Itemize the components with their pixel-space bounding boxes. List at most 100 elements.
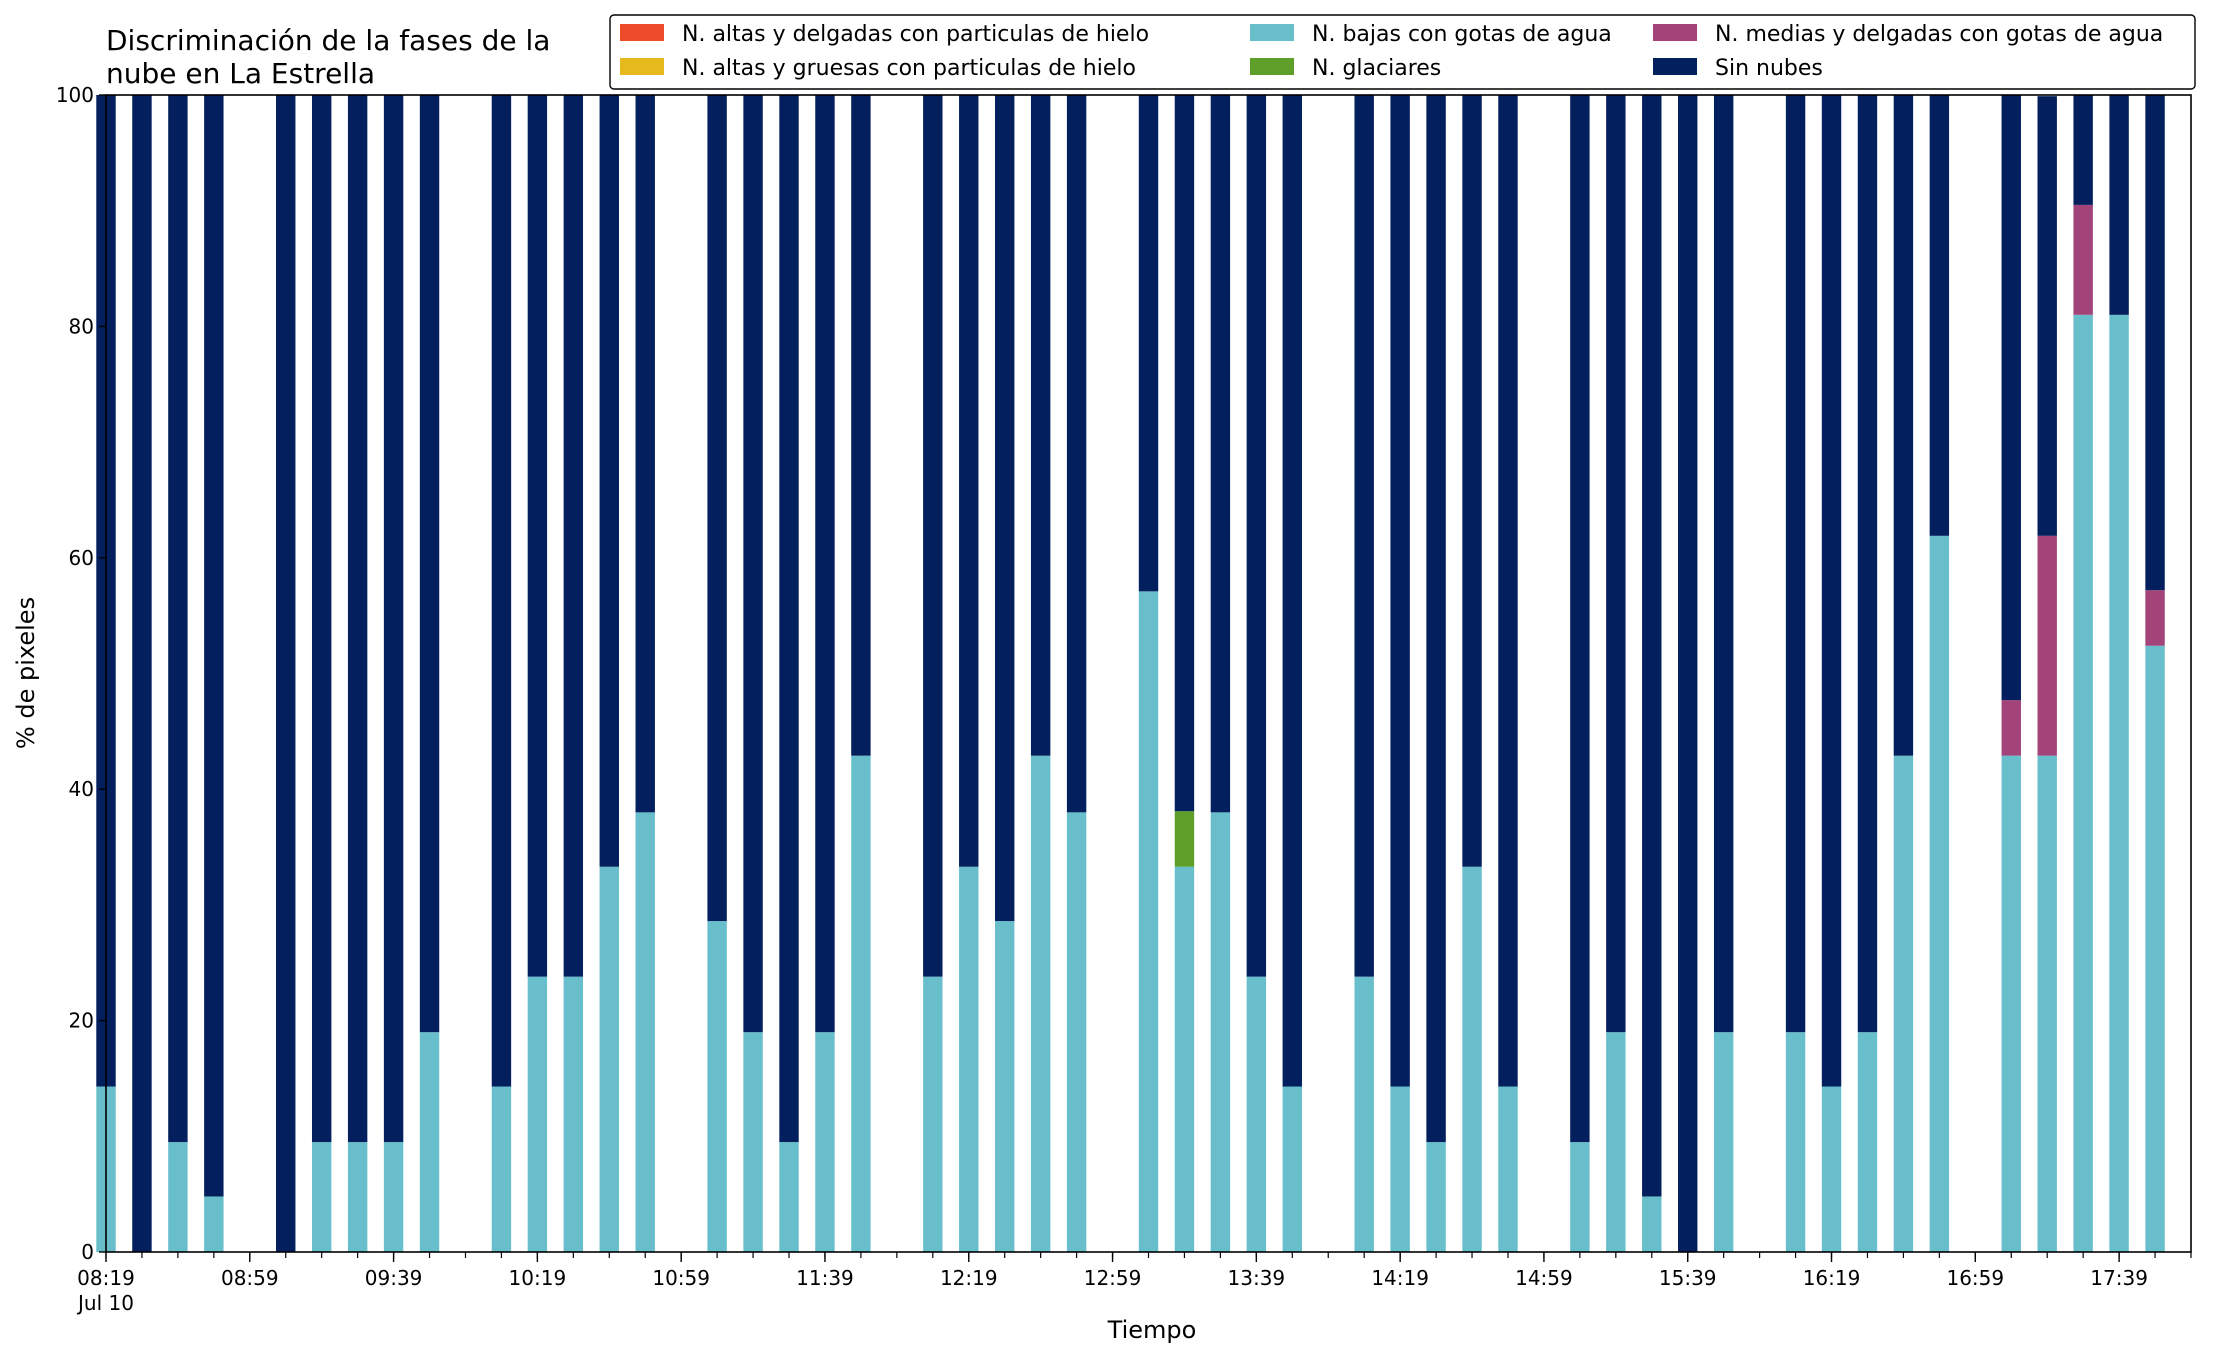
bar-segment-sin-nubes xyxy=(1498,95,1518,1087)
bar-segment-sin-nubes xyxy=(2145,95,2165,591)
bar-segment-bajas xyxy=(707,921,727,1252)
bar-segment-bajas xyxy=(491,1086,512,1252)
bar-segment-sin-nubes xyxy=(1785,95,1806,1033)
bar-segment-bajas xyxy=(168,1142,188,1252)
legend-swatch-medias xyxy=(1653,24,1697,41)
bar-segment-bajas xyxy=(1282,1086,1302,1252)
x-tick-label: 10:19 xyxy=(509,1266,567,1290)
bar-segment-sin-nubes xyxy=(1426,95,1446,1143)
bar-segment-bajas xyxy=(1713,1032,1734,1252)
legend-swatch-altas-delgadas xyxy=(620,24,664,41)
legend-label: N. bajas con gotas de agua xyxy=(1312,22,1612,47)
bar-segment-sin-nubes xyxy=(1282,95,1302,1087)
bar-segment-bajas xyxy=(2109,314,2129,1253)
legend-label: N. medias y delgadas con gotas de agua xyxy=(1715,22,2163,47)
legend-swatch-altas-gruesas xyxy=(620,58,664,75)
bar-segment-sin-nubes xyxy=(563,95,584,977)
bar-segment-medias xyxy=(2073,204,2093,315)
bar-segment-bajas xyxy=(1138,591,1159,1252)
bar-segment-sin-nubes xyxy=(168,95,188,1143)
bar-segment-bajas xyxy=(959,866,979,1252)
bar-segment-bajas xyxy=(779,1142,799,1252)
legend-swatch-sin-nubes xyxy=(1653,58,1697,75)
legend-label: N. glaciares xyxy=(1312,56,1441,81)
bar-segment-bajas xyxy=(1498,1086,1518,1252)
bar-segment-sin-nubes xyxy=(2037,96,2057,536)
bar-segment-sin-nubes xyxy=(1210,95,1231,813)
bar-segment-sin-nubes xyxy=(132,95,152,1252)
x-tick-label: 17:39 xyxy=(2090,1266,2148,1290)
x-tick-label: 16:59 xyxy=(1946,1266,2004,1290)
bar-segment-sin-nubes xyxy=(347,95,368,1143)
bar-segment-bajas xyxy=(1785,1032,1806,1252)
y-tick-label: 0 xyxy=(81,1240,94,1264)
bar-segment-bajas xyxy=(2073,314,2093,1253)
bar-segment-sin-nubes xyxy=(815,95,835,1033)
x-tick-label: 14:59 xyxy=(1515,1266,1573,1290)
x-tick-date-label: Jul 10 xyxy=(76,1291,134,1315)
legend: N. altas y delgadas con particulas de hi… xyxy=(609,14,2196,90)
x-tick-label: 16:19 xyxy=(1803,1266,1861,1290)
x-tick-label: 14:19 xyxy=(1371,1266,1429,1290)
bar-segment-sin-nubes xyxy=(1066,95,1087,813)
bar-segment-bajas xyxy=(1462,866,1482,1252)
bar-segment-medias xyxy=(2037,535,2057,756)
bar-segment-sin-nubes xyxy=(2001,95,2021,701)
bar-segment-bajas xyxy=(1893,755,1914,1252)
bar-segment-bajas xyxy=(204,1196,224,1252)
x-tick-label: 09:39 xyxy=(365,1266,423,1290)
bar-segment-sin-nubes xyxy=(743,95,763,1033)
bar-segment-sin-nubes xyxy=(1713,95,1734,1033)
bar-segment-bajas xyxy=(383,1142,404,1252)
bar-segment-bajas xyxy=(743,1032,763,1252)
bar-segment-sin-nubes xyxy=(311,95,332,1143)
bar-segment-bajas xyxy=(1426,1142,1446,1252)
bar-segment-bajas xyxy=(1066,812,1087,1252)
bar-segment-sin-nubes xyxy=(1642,95,1662,1197)
y-tick-label: 20 xyxy=(69,1009,94,1033)
bar-segment-glaciares xyxy=(1174,811,1195,867)
bar-segment-sin-nubes xyxy=(1030,95,1051,756)
bar-segment-bajas xyxy=(563,976,584,1252)
bar-segment-bajas xyxy=(2037,755,2057,1252)
bar-segment-sin-nubes xyxy=(707,95,727,922)
bar-segment-sin-nubes xyxy=(383,95,404,1143)
legend-box xyxy=(609,14,2196,90)
bar-segment-bajas xyxy=(1821,1086,1842,1252)
x-tick-label: 12:59 xyxy=(1084,1266,1142,1290)
bar-segment-bajas xyxy=(1246,976,1267,1252)
bar-segment-bajas xyxy=(923,976,943,1252)
y-tick-label: 100 xyxy=(56,83,94,107)
x-tick-label: 12:19 xyxy=(940,1266,998,1290)
bar-segment-sin-nubes xyxy=(1678,95,1698,1252)
bar-segment-sin-nubes xyxy=(635,95,655,813)
bar-segment-sin-nubes xyxy=(2073,95,2093,205)
bar-segment-sin-nubes xyxy=(1821,95,1842,1087)
bar-segment-sin-nubes xyxy=(1929,95,1950,536)
bar-segment-bajas xyxy=(1606,1032,1626,1252)
bar-segment-bajas xyxy=(2001,755,2021,1252)
bar-segment-sin-nubes xyxy=(1893,95,1914,756)
bar-segment-bajas xyxy=(347,1142,368,1252)
bar-segment-bajas xyxy=(851,755,871,1252)
bar-segment-sin-nubes xyxy=(923,95,943,977)
bar-segment-sin-nubes xyxy=(1354,95,1374,977)
bar-segment-medias xyxy=(2001,700,2021,756)
bar-segment-bajas xyxy=(419,1032,440,1252)
x-axis: 08:19 08:59 09:39 10:19 10:59 11:39 12:19 12:59… xyxy=(76,1252,2192,1315)
bar-segment-bajas xyxy=(1390,1086,1410,1252)
bar-segment-sin-nubes xyxy=(851,95,871,756)
y-axis-label: % de pixeles xyxy=(12,597,40,749)
bar-segment-bajas xyxy=(2145,645,2165,1252)
bar-segment-sin-nubes xyxy=(276,95,296,1252)
legend-label: Sin nubes xyxy=(1715,56,1823,81)
y-tick-label: 40 xyxy=(69,777,94,801)
y-tick-label: 80 xyxy=(69,314,94,338)
bar-segment-bajas xyxy=(1642,1196,1662,1252)
bar-segment-sin-nubes xyxy=(491,95,512,1087)
bar-segment-sin-nubes xyxy=(1857,95,1878,1033)
legend-swatch-bajas xyxy=(1250,24,1294,41)
x-tick-label: 11:39 xyxy=(796,1266,854,1290)
bar-segment-bajas xyxy=(599,866,619,1252)
